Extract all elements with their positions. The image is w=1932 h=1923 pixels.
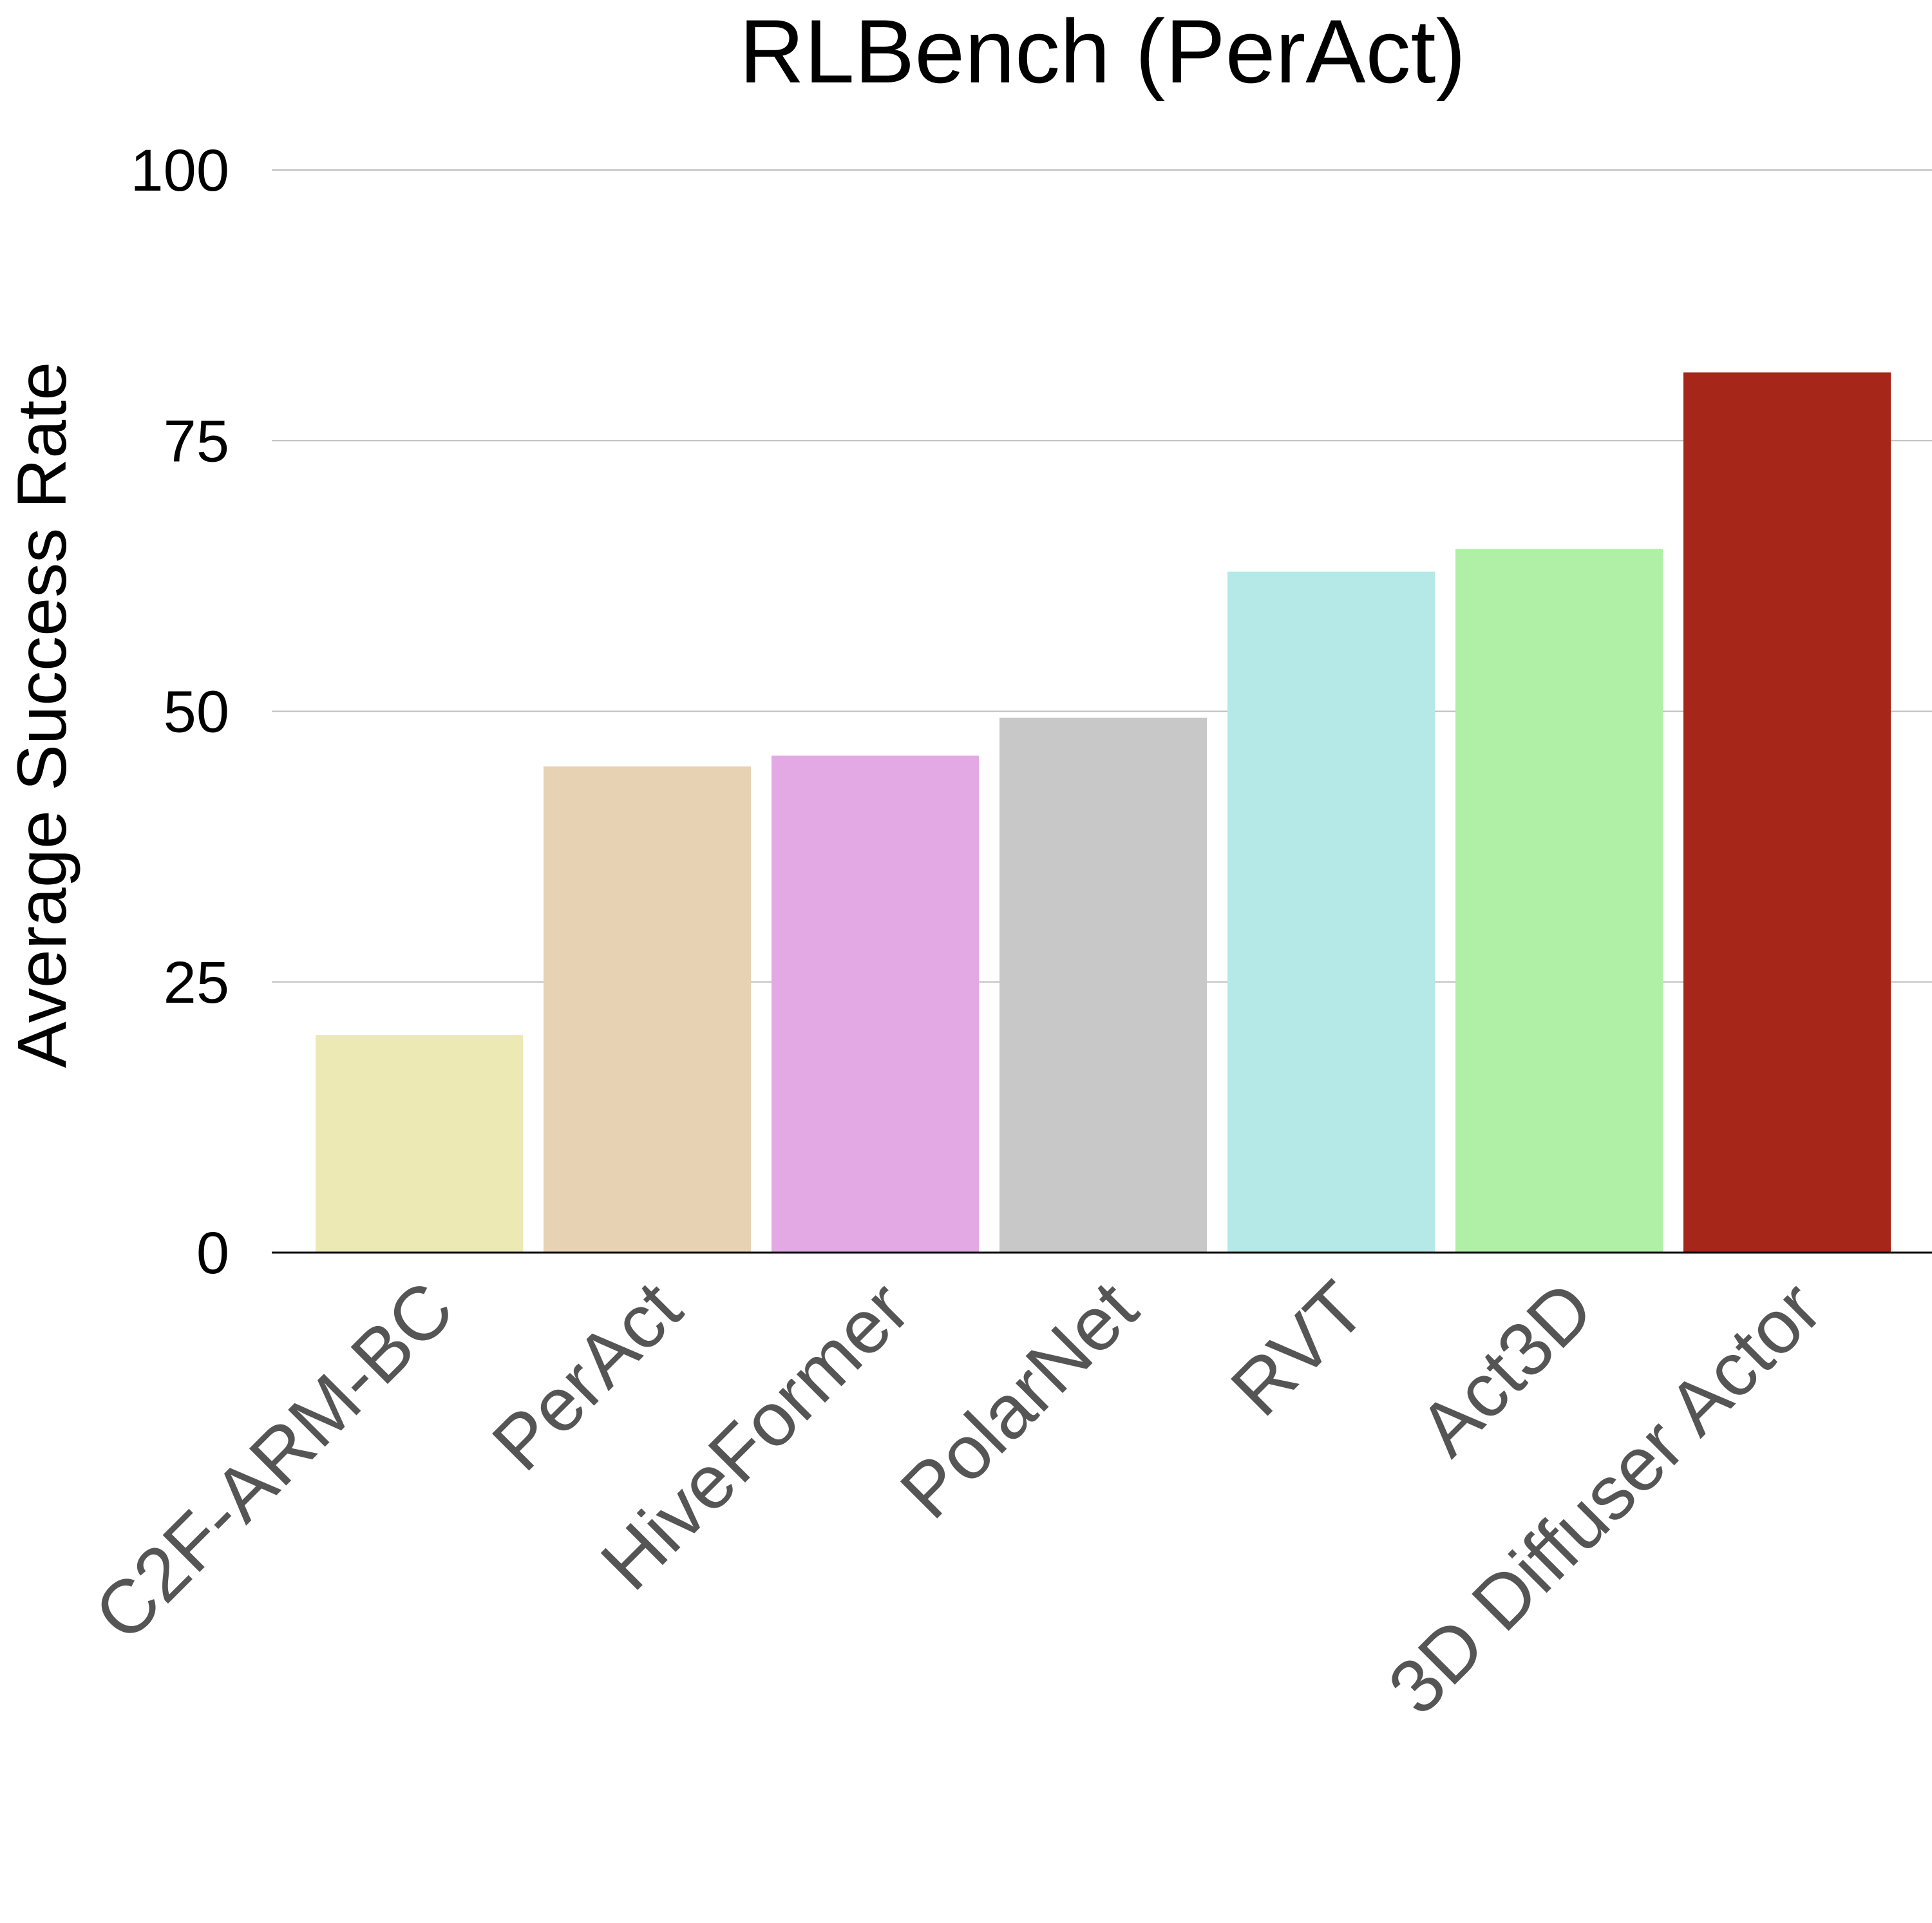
bar (1455, 549, 1663, 1253)
bar (544, 766, 751, 1253)
x-tick-label: 3D Diffuser Actor (1372, 1265, 1837, 1730)
x-tick-label: RVT (1215, 1265, 1382, 1432)
bar (772, 755, 979, 1253)
bar (1683, 372, 1891, 1253)
x-tick-label: Act3D (1403, 1265, 1610, 1472)
bars (316, 372, 1891, 1253)
x-tick-label: PolarNet (884, 1265, 1153, 1535)
bar (1227, 571, 1435, 1253)
chart-title: RLBench (PerAct) (739, 1, 1466, 102)
y-tick-label: 75 (164, 408, 229, 474)
y-tick-label: 100 (131, 138, 230, 204)
y-axis-ticks: 0 25 50 75 100 (131, 138, 230, 1286)
x-tick-label: PerAct (477, 1265, 698, 1487)
y-tick-label: 50 (164, 679, 229, 745)
bar (316, 1035, 523, 1253)
bar (999, 717, 1207, 1253)
y-tick-label: 0 (196, 1220, 229, 1286)
y-axis-label: Average Success Rate (3, 362, 80, 1068)
x-tick-label: C2F-ARM-BC (79, 1265, 470, 1657)
y-tick-label: 25 (164, 950, 229, 1016)
